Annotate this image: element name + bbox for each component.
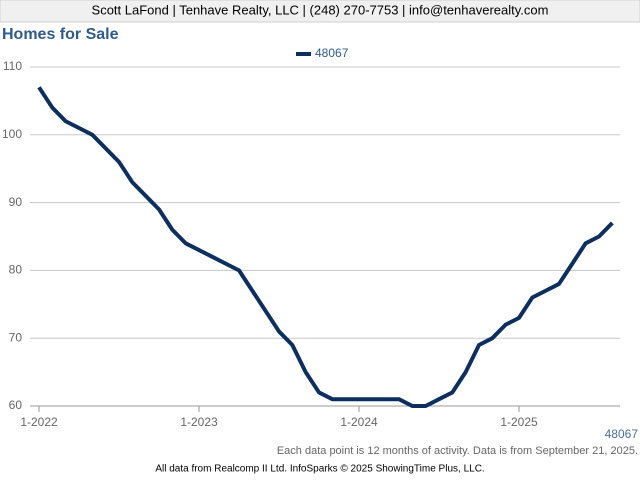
y-tick-label: 90 [9,195,23,209]
x-tick-label: 1-2023 [180,415,218,429]
chart-title: Homes for Sale [2,26,119,43]
series-line [37,86,614,408]
y-tick-label: 60 [9,398,23,412]
legend-label: 48067 [315,46,349,60]
y-tick-label: 70 [9,330,23,344]
y-tick-label: 100 [2,127,22,141]
source: All data from Realcomp II Ltd. InfoSpark… [155,464,484,475]
y-tick-label: 110 [3,59,22,73]
header: Scott LaFond | Tenhave Realty, LLC | (24… [92,2,549,17]
x-tick-label: 1-2025 [500,415,538,429]
footnote: Each data point is 12 months of activity… [277,445,638,457]
series-end-label: 48067 [605,427,639,441]
x-tick-label: 1-2024 [340,415,378,429]
x-tick-label: 1-2022 [20,415,58,429]
y-tick-label: 80 [9,263,23,277]
header-bar [0,0,640,23]
